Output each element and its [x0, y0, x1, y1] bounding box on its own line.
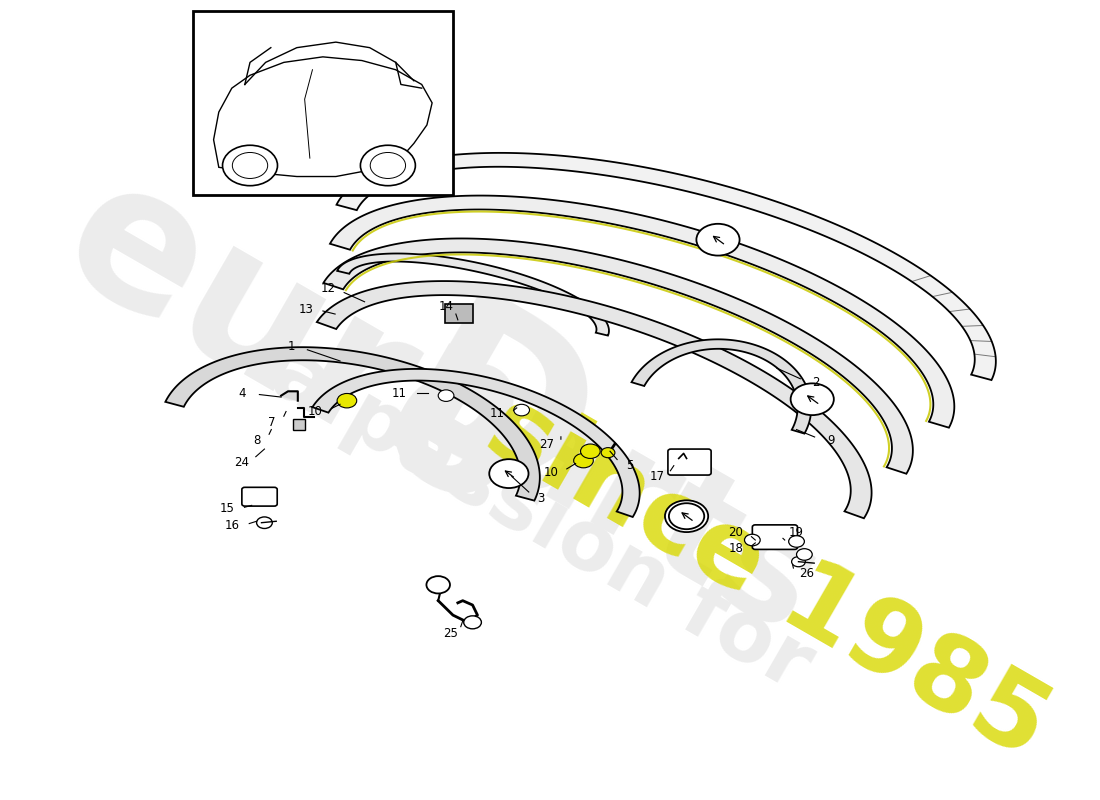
Circle shape	[796, 549, 812, 560]
Text: 2: 2	[813, 376, 820, 389]
Text: 9: 9	[827, 434, 835, 447]
Text: 26: 26	[799, 567, 814, 581]
Circle shape	[337, 394, 356, 408]
FancyBboxPatch shape	[242, 487, 277, 506]
Circle shape	[581, 444, 601, 458]
Polygon shape	[337, 153, 996, 380]
Text: 7: 7	[267, 416, 275, 429]
Polygon shape	[282, 391, 298, 401]
Circle shape	[669, 503, 704, 530]
Polygon shape	[317, 281, 871, 518]
Text: 4: 4	[238, 387, 245, 400]
Text: 24: 24	[234, 455, 250, 469]
Text: a passion for: a passion for	[257, 332, 826, 707]
Polygon shape	[312, 369, 640, 517]
Polygon shape	[213, 57, 432, 177]
Text: 12: 12	[321, 282, 336, 295]
Text: 8: 8	[253, 434, 261, 447]
Circle shape	[574, 454, 593, 468]
Circle shape	[371, 153, 406, 178]
Circle shape	[602, 448, 615, 458]
Text: 5: 5	[626, 459, 634, 472]
FancyBboxPatch shape	[752, 525, 798, 550]
FancyBboxPatch shape	[446, 304, 473, 322]
Circle shape	[514, 404, 529, 416]
Polygon shape	[338, 254, 609, 335]
Circle shape	[427, 576, 450, 594]
Text: 25: 25	[443, 627, 459, 640]
Circle shape	[438, 390, 454, 402]
Text: 16: 16	[224, 519, 240, 532]
Text: 14: 14	[439, 300, 453, 314]
Text: 15: 15	[220, 502, 234, 515]
Circle shape	[464, 616, 482, 629]
Circle shape	[666, 500, 708, 532]
Text: 3: 3	[538, 492, 544, 505]
Circle shape	[696, 224, 739, 255]
Circle shape	[791, 383, 834, 415]
Circle shape	[256, 517, 273, 529]
Circle shape	[361, 146, 416, 186]
Polygon shape	[330, 195, 955, 428]
Text: 27: 27	[539, 438, 553, 450]
Circle shape	[745, 534, 760, 546]
Circle shape	[232, 153, 267, 178]
Text: 17: 17	[650, 470, 664, 483]
Text: 13: 13	[298, 302, 314, 315]
Text: 11: 11	[392, 387, 406, 400]
Text: 10: 10	[543, 466, 559, 479]
Text: parts: parts	[377, 314, 843, 668]
Text: 10: 10	[308, 405, 323, 418]
FancyBboxPatch shape	[668, 449, 711, 475]
Text: 20: 20	[728, 526, 744, 539]
FancyBboxPatch shape	[293, 418, 305, 430]
Text: 19: 19	[789, 526, 804, 539]
Polygon shape	[631, 339, 811, 434]
Bar	[192, 11, 453, 195]
Polygon shape	[323, 238, 913, 474]
Text: 1: 1	[287, 340, 295, 353]
Text: euro: euro	[32, 140, 560, 553]
Text: D: D	[359, 280, 626, 558]
Circle shape	[789, 536, 804, 547]
Circle shape	[490, 459, 528, 488]
Polygon shape	[165, 347, 540, 501]
Circle shape	[222, 146, 277, 186]
Text: since 1985: since 1985	[469, 376, 1065, 779]
Text: 11: 11	[490, 407, 505, 420]
Text: 18: 18	[728, 542, 744, 555]
Circle shape	[792, 557, 805, 566]
